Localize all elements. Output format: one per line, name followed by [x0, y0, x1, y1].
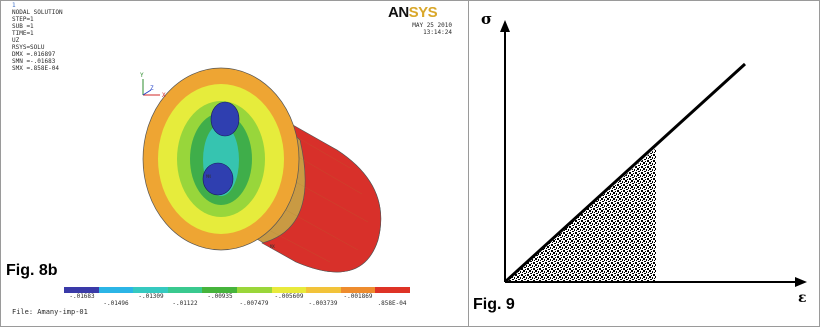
triad-label-y: Y	[140, 72, 144, 79]
legend-values-lower: -.01496 -.01122 -.007479 -.003739 .858E-…	[0, 300, 468, 308]
figure-label-9: Fig. 9	[473, 296, 515, 313]
plot-index: 1	[12, 2, 16, 9]
legend-value: -.007479	[239, 300, 269, 307]
ansys-logo: ANSYS	[388, 4, 438, 21]
solution-line: SMX =.858E-04	[12, 65, 59, 72]
stress-strain-diagram: σ ε	[481, 10, 807, 306]
legend-swatch	[236, 287, 272, 293]
solution-info: 1 NODAL SOLUTION STEP=1 SUB =1 TIME=1 UZ…	[12, 2, 63, 72]
legend-value: -.00935	[207, 293, 233, 300]
stress-strain-line	[503, 62, 747, 284]
coordinate-triad: Y Z X	[140, 72, 166, 99]
y-axis-label: σ	[481, 10, 492, 28]
legend-swatch	[98, 287, 134, 293]
cylinder-contour-drawing: Y Z X MX MN	[140, 67, 382, 273]
triad-label-x: X	[162, 92, 166, 99]
x-axis-label: ε	[798, 290, 807, 306]
legend-value: -.005609	[274, 293, 304, 300]
legend-swatch	[133, 287, 168, 293]
solution-line: SMN =-.01683	[12, 58, 56, 65]
legend-values-upper: -.01683 -.01309 -.00935 -.005609 -.00186…	[0, 293, 468, 301]
plot-time: 13:14:24	[423, 29, 452, 36]
hole-top	[210, 101, 240, 137]
plot-date: MAY 25 2010	[412, 22, 452, 29]
solution-line: UZ	[12, 37, 20, 44]
legend-value: -.001869	[343, 293, 373, 300]
legend-swatch	[340, 287, 376, 293]
mesh-tag-mn: MN	[206, 174, 211, 179]
mesh-tag-mx: MX	[270, 244, 275, 249]
solution-line: NODAL SOLUTION	[12, 9, 63, 16]
legend-value: -.01496	[103, 300, 129, 307]
legend-value: .858E-04	[377, 300, 407, 307]
solution-line: TIME=1	[12, 30, 34, 37]
x-axis-arrowhead	[795, 277, 807, 287]
legend-value: -.01309	[138, 293, 164, 300]
legend-value: -.01122	[172, 300, 198, 307]
solution-line: RSYS=SOLU	[12, 44, 45, 51]
triad-label-z: Z	[150, 85, 154, 92]
legend-swatch	[202, 287, 237, 293]
legend-swatch	[271, 287, 307, 293]
legend-swatch	[375, 287, 410, 293]
legend-value: -.003739	[308, 300, 338, 307]
hole-bottom	[202, 162, 234, 196]
legend-value: -.01683	[69, 293, 95, 300]
solution-line: STEP=1	[12, 16, 34, 23]
file-name: File: Amany-imp-01	[12, 308, 88, 316]
figure-label-8b: Fig. 8b	[6, 262, 58, 279]
y-axis-arrowhead	[500, 20, 510, 32]
timestamp: MAY 25 2010 13:14:24	[390, 22, 452, 36]
logo-main: AN	[388, 4, 409, 21]
stress-strain-panel: σ ε Fig. 9	[469, 0, 820, 327]
solution-line: DMX =.016897	[12, 51, 56, 58]
contour-legend-bar	[64, 287, 410, 293]
ansys-plot-panel: 1 NODAL SOLUTION STEP=1 SUB =1 TIME=1 UZ…	[0, 2, 468, 316]
logo-accent: SYS	[408, 4, 438, 21]
solution-line: SUB =1	[12, 23, 34, 30]
cylinder-side-red	[261, 111, 382, 273]
legend-swatch	[167, 287, 203, 293]
legend-swatch	[306, 287, 341, 293]
panel-divider	[468, 0, 469, 327]
legend-swatch	[64, 287, 99, 293]
